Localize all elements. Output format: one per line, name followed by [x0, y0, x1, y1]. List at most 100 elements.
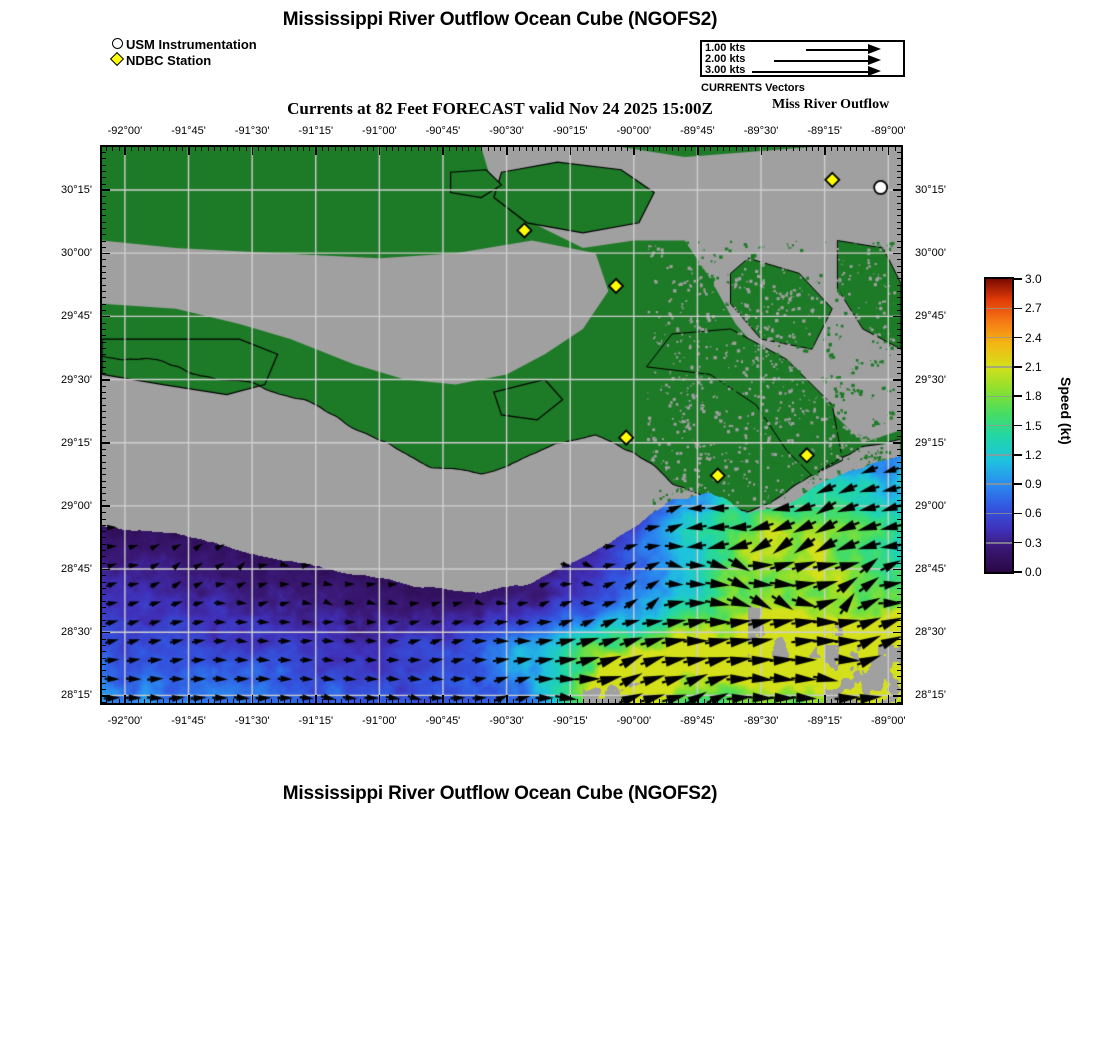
axis-tick [500, 699, 502, 703]
axis-tick [102, 291, 106, 293]
colorbar-divider [986, 454, 1012, 456]
axis-tick [207, 147, 209, 151]
axis-tick [897, 625, 901, 627]
axis-tick [897, 474, 901, 476]
axis-tick [290, 147, 292, 151]
axis-tick [897, 581, 901, 583]
axis-tick [102, 392, 106, 394]
axis-tick [897, 164, 901, 166]
lon-tick-label-top: -89°15' [807, 125, 842, 137]
axis-tick [897, 449, 901, 450]
axis-tick [102, 543, 106, 545]
axis-tick [897, 613, 901, 615]
axis-tick [487, 699, 489, 703]
axis-tick [897, 366, 901, 368]
axis-tick [188, 695, 190, 703]
axis-tick [843, 147, 845, 151]
axis-tick [213, 147, 215, 151]
axis-tick [468, 699, 470, 703]
axis-tick [102, 240, 106, 242]
legend-label-usm: USM Instrumentation [126, 37, 257, 52]
legend-item-ndbc: NDBC Station [109, 51, 257, 68]
axis-tick [897, 234, 901, 236]
lat-tick-label-right: 29°45' [915, 310, 946, 323]
vector-key-shaft-2 [774, 60, 868, 62]
axis-tick [506, 147, 508, 155]
map-canvas[interactable] [102, 147, 901, 703]
colorbar-divider [986, 512, 1012, 515]
lat-tick-label-left: 29°00' [61, 499, 92, 512]
axis-tick [563, 699, 565, 703]
axis-tick [792, 699, 794, 703]
axis-tick [102, 550, 106, 552]
axis-tick [897, 518, 901, 520]
axis-tick [729, 699, 731, 703]
axis-tick [897, 524, 901, 526]
lon-tick-label-bottom: -91°30' [234, 715, 270, 727]
axis-tick [360, 699, 362, 703]
axis-tick [102, 663, 106, 665]
axis-tick [551, 699, 553, 703]
axis-tick [748, 699, 750, 703]
axis-tick [442, 695, 445, 703]
axis-tick [102, 366, 106, 368]
map-plot-area[interactable] [100, 145, 903, 705]
axis-tick [850, 699, 852, 703]
axis-tick [897, 423, 901, 425]
axis-tick [131, 147, 133, 151]
axis-tick [102, 480, 106, 482]
colorbar-tick-label: 1.8 [1025, 389, 1042, 404]
axis-tick [102, 234, 106, 236]
axis-tick [102, 701, 106, 703]
axis-tick [897, 347, 901, 349]
axis-tick [102, 493, 106, 495]
axis-tick [124, 695, 126, 703]
vector-scale-key: 1.00 kts 2.00 kts 3.00 kts [700, 40, 905, 77]
colorbar-tick [1014, 366, 1022, 368]
axis-tick [283, 699, 285, 703]
vector-key-arrowhead-1 [868, 44, 881, 54]
axis-tick [277, 699, 279, 703]
axis-tick [818, 699, 820, 703]
axis-tick [735, 699, 737, 703]
axis-tick [897, 398, 901, 400]
lon-tick-label-top: -89°30' [743, 125, 779, 137]
axis-tick [372, 699, 374, 703]
axis-tick [767, 699, 769, 703]
axis-tick [102, 265, 106, 267]
axis-tick [398, 699, 400, 703]
colorbar-tick-label: 1.5 [1025, 418, 1042, 433]
lon-tick-label-top: -90°15' [552, 125, 588, 137]
axis-tick [150, 147, 152, 151]
axis-tick [102, 259, 106, 261]
axis-tick [102, 486, 106, 488]
axis-tick [897, 297, 901, 299]
axis-tick [893, 568, 901, 571]
lat-tick-label-left: 29°30' [61, 373, 92, 386]
axis-tick [897, 594, 901, 596]
axis-tick [897, 600, 901, 602]
axis-tick [493, 147, 495, 151]
axis-tick [102, 449, 106, 450]
axis-tick [226, 147, 228, 151]
axis-tick [404, 147, 406, 151]
axis-tick [850, 147, 852, 151]
axis-tick [897, 430, 901, 432]
axis-tick [754, 699, 756, 703]
axis-tick [824, 147, 826, 155]
axis-tick [640, 699, 642, 703]
axis-tick [893, 442, 901, 444]
axis-tick [595, 699, 597, 703]
axis-tick [102, 341, 106, 343]
vector-key-row-1: 1.00 kts [702, 43, 903, 55]
vector-key-caption: CURRENTS Vectors [701, 82, 805, 94]
axis-tick [633, 695, 635, 703]
axis-tick [869, 147, 871, 151]
axis-tick [102, 328, 106, 330]
usm-circle-icon [110, 37, 126, 52]
axis-tick [696, 147, 699, 155]
lon-tick-label-top: -91°15' [298, 125, 334, 137]
axis-tick [659, 699, 661, 703]
